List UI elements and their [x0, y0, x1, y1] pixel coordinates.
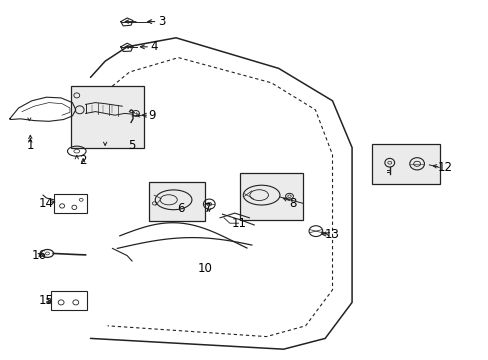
- Text: 3: 3: [157, 15, 165, 28]
- Text: 7: 7: [203, 202, 211, 215]
- Text: 13: 13: [325, 228, 339, 240]
- Text: 10: 10: [198, 262, 212, 275]
- Text: 14: 14: [39, 197, 54, 210]
- Text: 2: 2: [79, 154, 87, 167]
- Bar: [71, 86, 144, 148]
- Text: 4: 4: [150, 40, 158, 53]
- Bar: [149, 182, 205, 221]
- Text: 5: 5: [128, 139, 136, 152]
- Text: 11: 11: [232, 217, 246, 230]
- Text: 8: 8: [289, 197, 297, 210]
- Text: 9: 9: [147, 109, 155, 122]
- Bar: [371, 144, 439, 184]
- Bar: [51, 291, 86, 310]
- Text: 1: 1: [26, 139, 34, 152]
- Text: 15: 15: [39, 294, 54, 307]
- Text: 6: 6: [177, 202, 184, 215]
- Bar: [54, 194, 87, 213]
- Text: 16: 16: [32, 249, 46, 262]
- Text: 12: 12: [437, 161, 451, 174]
- Bar: [239, 173, 303, 220]
